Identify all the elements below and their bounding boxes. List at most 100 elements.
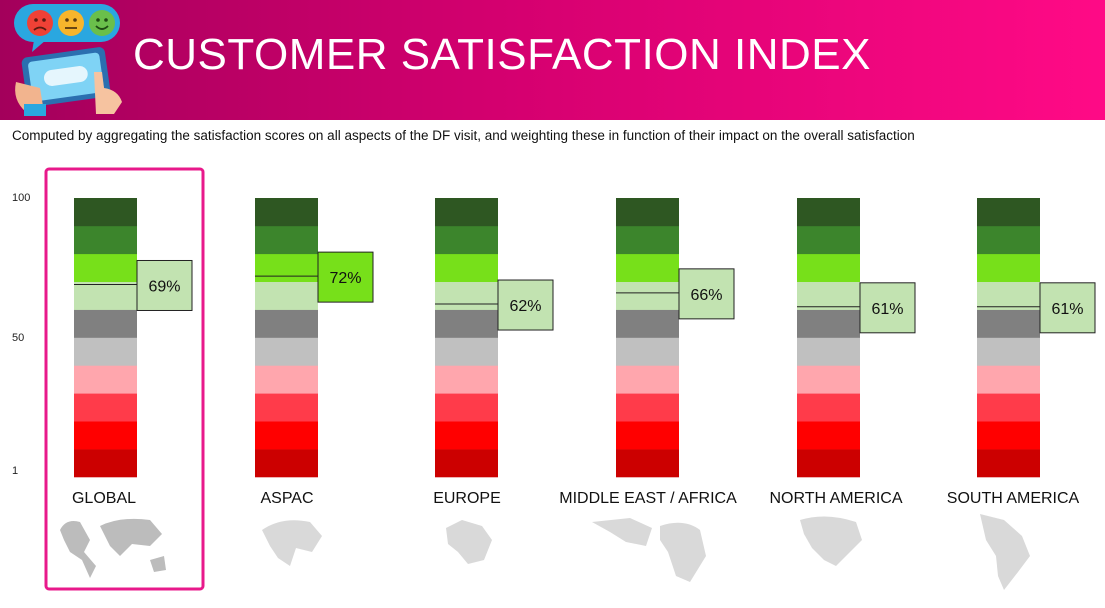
bar-band-2-0: [435, 449, 498, 478]
bar-band-5-8: [977, 225, 1040, 255]
value-label-1: 72%: [329, 270, 361, 287]
bar-band-4-0: [797, 449, 860, 478]
bar-band-4-1: [797, 421, 860, 450]
category-label-3: MIDDLE EAST / AFRICA: [559, 490, 737, 507]
bar-band-5-0: [977, 449, 1040, 478]
bar-band-5-9: [977, 198, 1040, 227]
bar-band-1-3: [255, 365, 318, 394]
y-axis: 100 50 1: [12, 192, 30, 477]
highlight-frame: [44, 167, 205, 591]
bar-band-0-8: [74, 225, 137, 255]
bar-band-2-3: [435, 365, 498, 394]
region-map-2: [446, 520, 492, 564]
page-title: CUSTOMER SATISFACTION INDEX: [133, 30, 871, 79]
bar-band-3-3: [616, 365, 679, 394]
bar-band-3-0: [616, 449, 679, 478]
feedback-phone-icon: [14, 4, 122, 116]
bar-band-4-9: [797, 198, 860, 227]
bar-band-3-2: [616, 393, 679, 422]
category-label-4: NORTH AMERICA: [769, 490, 902, 507]
bar-band-0-1: [74, 421, 137, 450]
category-label-1: ASPAC: [260, 490, 313, 507]
bar-group-0: 69% GLOBAL: [72, 198, 193, 507]
bar-band-1-4: [255, 337, 318, 366]
bar-band-0-7: [74, 253, 137, 282]
bar-band-1-6: [255, 281, 318, 310]
bar-band-2-7: [435, 253, 498, 282]
bar-group-2: 62% EUROPE: [433, 198, 554, 507]
region-map-1: [262, 520, 322, 566]
category-label-0: GLOBAL: [72, 490, 136, 507]
bar-band-3-1: [616, 421, 679, 450]
value-label-box-2: [497, 279, 554, 331]
bar-band-0-0: [74, 449, 137, 478]
bar-band-3-9: [616, 198, 679, 227]
header-banner: CUSTOMER SATISFACTION INDEX: [0, 0, 1105, 120]
chart-subtitle: Computed by aggregating the satisfaction…: [12, 128, 915, 143]
bar-band-0-2: [74, 393, 137, 422]
bar-band-1-7: [255, 253, 318, 282]
bar-band-0-9: [74, 198, 137, 227]
bar-band-5-7: [977, 253, 1040, 282]
bar-band-2-5: [435, 309, 498, 338]
value-label-0: 69%: [148, 278, 180, 295]
bar-band-2-6: [435, 281, 498, 310]
bar-band-4-6: [797, 281, 860, 310]
bar-band-4-7: [797, 253, 860, 282]
bar-band-5-4: [977, 337, 1040, 366]
bar-band-0-6: [74, 281, 137, 310]
value-label-2: 62%: [509, 298, 541, 315]
bar-band-3-5: [616, 309, 679, 338]
bar-band-4-8: [797, 225, 860, 255]
bar-band-5-3: [977, 365, 1040, 394]
bar-band-4-2: [797, 393, 860, 422]
region-bars: 69% GLOBAL 72% ASPAC 62% EUROPE 66% MIDDLE EAST…: [72, 198, 1096, 507]
value-label-box-4: [859, 282, 916, 334]
bar-band-2-8: [435, 225, 498, 255]
bar-band-1-1: [255, 421, 318, 450]
bar-band-1-9: [255, 198, 318, 227]
category-label-5: SOUTH AMERICA: [947, 490, 1080, 507]
bar-band-3-6: [616, 281, 679, 310]
value-label-3: 66%: [690, 287, 722, 304]
region-maps: [60, 514, 1030, 590]
value-label-box-5: [1039, 282, 1096, 334]
bar-group-1: 72% ASPAC: [255, 198, 374, 507]
bar-group-4: 61% NORTH AMERICA: [769, 198, 916, 507]
bar-band-5-5: [977, 309, 1040, 338]
bar-band-5-2: [977, 393, 1040, 422]
y-tick-label-1: 50: [12, 332, 24, 344]
bar-band-4-5: [797, 309, 860, 338]
value-label-5: 61%: [1051, 301, 1083, 318]
region-map-4: [800, 516, 862, 566]
value-label-box-1: [317, 251, 374, 303]
region-map-5: [980, 514, 1030, 590]
bar-band-5-6: [977, 281, 1040, 310]
bar-band-3-7: [616, 253, 679, 282]
bar-band-0-3: [74, 365, 137, 394]
bar-band-2-4: [435, 337, 498, 366]
bar-band-5-1: [977, 421, 1040, 450]
bar-band-1-5: [255, 309, 318, 338]
bar-band-4-3: [797, 365, 860, 394]
bar-band-2-2: [435, 393, 498, 422]
bar-band-4-4: [797, 337, 860, 366]
value-label-box-0: [136, 259, 193, 311]
category-label-2: EUROPE: [433, 490, 501, 507]
bar-band-1-8: [255, 225, 318, 255]
bar-band-2-1: [435, 421, 498, 450]
bar-band-1-0: [255, 449, 318, 478]
bar-group-3: 66% MIDDLE EAST / AFRICA: [559, 198, 737, 507]
value-label-box-3: [678, 268, 735, 320]
bar-group-5: 61% SOUTH AMERICA: [947, 198, 1096, 507]
value-label-4: 61%: [871, 301, 903, 318]
region-map-0: [60, 518, 166, 578]
region-map-3: [592, 518, 706, 582]
bar-band-3-8: [616, 225, 679, 255]
bar-band-1-2: [255, 393, 318, 422]
bar-band-3-4: [616, 337, 679, 366]
bar-band-2-9: [435, 198, 498, 227]
bar-band-0-5: [74, 309, 137, 338]
y-tick-label-0: 100: [12, 192, 30, 204]
